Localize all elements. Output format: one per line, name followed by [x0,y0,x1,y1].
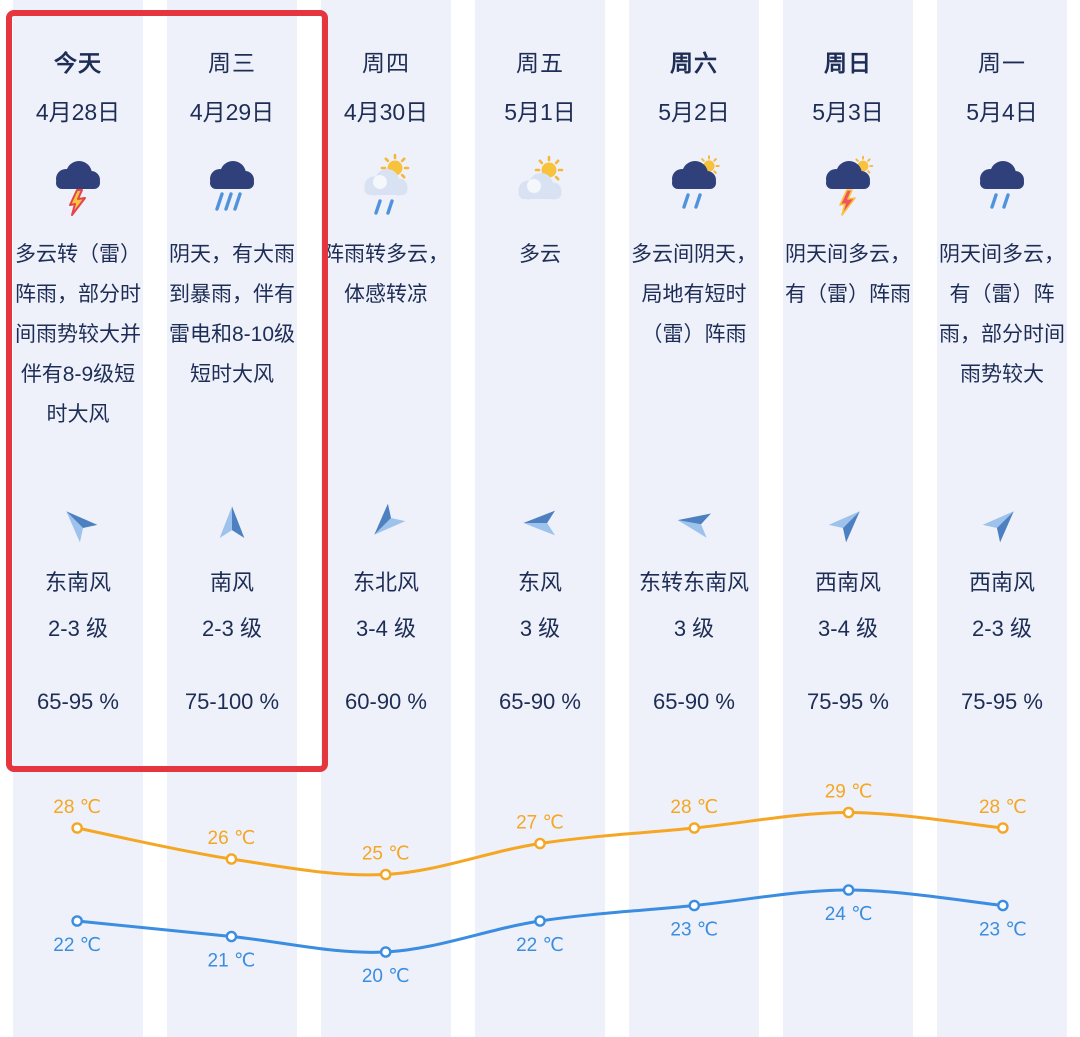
humidity-label: 65-95 % [37,689,119,714]
day-label: 周一 [978,50,1026,76]
humidity-label: 65-90 % [499,689,581,714]
humidity-label: 60-90 % [345,689,427,714]
svg-text:25 ℃: 25 ℃ [362,844,410,865]
day-column-fri[interactable]: 周五 5月1日 多云 东风 3 级 65-90 % [475,0,605,1037]
day-label: 周四 [362,50,410,76]
wind-direction-label: 西南风 [968,570,1035,595]
day-column-thu[interactable]: 周四 4月30日 阵雨转多云，体感转凉 东北风 3-4 级 60-90 % [321,0,451,1037]
weather-description: 多云间阴天，局地有短时（雷）阵雨 [631,243,757,346]
wind-direction-label: 东北风 [352,570,419,595]
thunder-sun-icon [814,151,882,217]
svg-text:27 ℃: 27 ℃ [516,813,564,834]
temperature-chart: 28 ℃ 26 ℃ 25 ℃ 27 ℃ 28 ℃ 29 ℃ 28 ℃ 22 ℃ 21 ℃ 20 ℃… [53,782,1027,988]
humidity-label: 75-100 % [184,689,280,714]
wind-direction-icon [675,501,713,545]
wind-level-label: 3-4 级 [356,616,416,641]
day-date: 5月2日 [658,99,730,125]
day-column-mon[interactable]: 周一 5月4日 阴天间多云，有（雷）阵雨，部分时间雨势较大 西南风 2-3 级 … [937,0,1067,1037]
humidity-label: 65-90 % [653,689,735,714]
svg-text:23 ℃: 23 ℃ [670,920,718,941]
wind-direction-label: 东风 [517,570,562,595]
day-date: 4月30日 [343,99,429,125]
day-label: 周五 [516,50,564,76]
svg-text:29 ℃: 29 ℃ [825,782,873,803]
wind-level-label: 2-3 级 [972,616,1032,641]
wind-direction-label: 东南风 [44,570,111,595]
rain-icon [968,151,1036,217]
wind-direction-icon [521,501,559,545]
wind-direction-label: 西南风 [814,570,881,595]
svg-text:21 ℃: 21 ℃ [208,951,256,972]
svg-text:22 ℃: 22 ℃ [516,935,564,956]
day-date: 5月4日 [966,99,1038,125]
day-date: 4月29日 [189,99,275,125]
wind-level-label: 3 级 [673,616,715,641]
svg-text:22 ℃: 22 ℃ [53,935,101,956]
svg-text:24 ℃: 24 ℃ [825,904,873,925]
wind-direction-icon [367,501,405,545]
wind-direction-icon [829,501,867,545]
sun-cloud-icon [506,151,574,217]
humidity-label: 75-95 % [807,689,889,714]
day-date: 5月1日 [504,99,576,125]
svg-text:28 ℃: 28 ℃ [979,797,1027,818]
wind-direction-label: 南风 [209,570,254,595]
svg-text:26 ℃: 26 ℃ [208,828,256,849]
day-label: 今天 [54,50,102,76]
wind-level-label: 3 级 [519,616,561,641]
humidity-label: 75-95 % [961,689,1043,714]
wind-direction-icon [983,501,1021,545]
wind-level-label: 2-3 级 [202,616,262,641]
day-date: 5月3日 [812,99,884,125]
svg-text:20 ℃: 20 ℃ [362,966,410,987]
weather-description: 阵雨转多云，体感转凉 [323,243,449,306]
thunder-rain-icon [44,151,112,217]
svg-text:28 ℃: 28 ℃ [670,797,718,818]
wind-direction-icon [213,501,251,545]
wind-level-label: 2-3 级 [48,616,108,641]
day-label: 周三 [208,50,256,76]
wind-direction-label: 东转东南风 [638,570,749,595]
weather-description: 阴天间多云，有（雷）阵雨，部分时间雨势较大 [939,243,1065,386]
weather-description: 多云转（雷）阵雨，部分时间雨势较大并伴有8-9级短时大风 [15,243,141,426]
day-column-sun[interactable]: 周日 5月3日 阴天间多云，有（雷）阵雨 西南风 3-4 级 75-95 % [783,0,913,1037]
day-label: 周日 [824,50,872,76]
day-date: 4月28日 [35,99,121,125]
svg-text:28 ℃: 28 ℃ [53,797,101,818]
heavy-rain-icon [198,151,266,217]
day-label: 周六 [670,50,718,76]
weather-description: 阴天间多云，有（雷）阵雨 [785,243,911,306]
cloud-sun-rain-icon [660,151,728,217]
svg-text:23 ℃: 23 ℃ [979,920,1027,941]
wind-direction-icon [59,501,97,545]
shower-sun-icon [352,151,420,217]
day-column-sat[interactable]: 周六 5月2日 多云间阴天，局地有短时（雷）阵雨 东转东南风 3 级 65-90… [629,0,759,1037]
wind-level-label: 3-4 级 [818,616,878,641]
weather-description: 阴天，有大雨到暴雨，伴有雷电和8-10级短时大风 [168,243,296,386]
day-column-today[interactable]: 今天 4月28日 多云转（雷）阵雨，部分时间雨势较大并伴有8-9级短时大风 东南… [13,0,143,1037]
weather-description: 多云 [519,243,561,266]
